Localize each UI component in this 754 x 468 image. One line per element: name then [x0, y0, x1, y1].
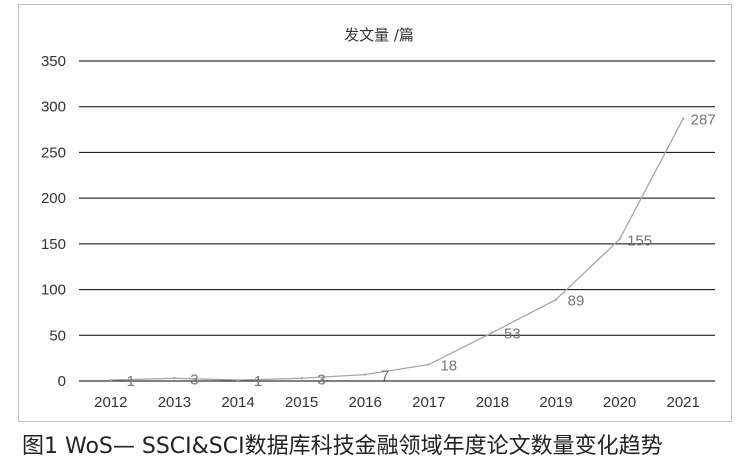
- data-labels: 1 3 1 3 7 18 53 89 155 287: [127, 112, 716, 390]
- chart-frame: 发文量 /篇 0 50 100 150 200 250 300 350 2012 2013 201…: [18, 4, 732, 422]
- y-tick-label: 50: [49, 327, 66, 344]
- data-label: 53: [504, 326, 521, 343]
- data-point: [109, 378, 113, 382]
- x-tick-label: 2017: [412, 394, 445, 411]
- x-tick-label: 2021: [667, 394, 700, 411]
- x-tick-label: 2012: [94, 394, 127, 411]
- y-tick-label: 0: [58, 373, 66, 390]
- y-tick-label: 150: [41, 236, 66, 253]
- data-label: 1: [127, 373, 135, 390]
- data-point: [236, 378, 240, 382]
- figure-caption: 图1 WoS— SSCI&SCI数据库科技金融领域年度论文数量变化趋势: [22, 434, 663, 459]
- y-tick-label: 300: [41, 99, 66, 116]
- y-tick-labels: 0 50 100 150 200 250 300 350: [41, 53, 66, 390]
- series-line-group: [109, 117, 685, 382]
- data-point: [300, 377, 303, 380]
- x-tick-labels: 2012 2013 2014 2015 2016 2017 2018 2019 2020 2021: [94, 394, 700, 411]
- data-point: [491, 331, 494, 334]
- y-tick-label: 350: [41, 53, 66, 70]
- data-label: 287: [691, 112, 716, 129]
- x-tick-label: 2013: [158, 394, 191, 411]
- x-tick-label: 2020: [603, 394, 636, 411]
- x-tick-label: 2018: [476, 394, 509, 411]
- gridlines: [79, 60, 715, 382]
- data-label: 1: [254, 373, 262, 390]
- x-tick-label: 2015: [285, 394, 318, 411]
- data-point: [618, 238, 621, 241]
- data-label: 7: [381, 368, 389, 385]
- x-tick-label: 2016: [349, 394, 382, 411]
- data-label: 155: [627, 232, 652, 249]
- series-line: [110, 118, 684, 381]
- x-tick-label: 2019: [539, 394, 572, 411]
- data-point: [364, 373, 367, 376]
- x-tick-label: 2014: [221, 394, 254, 411]
- y-tick-label: 250: [41, 144, 66, 161]
- data-label: 89: [568, 293, 585, 310]
- y-axis-title: 发文量 /篇: [344, 26, 414, 44]
- data-point: [173, 377, 176, 380]
- data-point: [682, 117, 685, 120]
- y-tick-label: 100: [41, 282, 66, 299]
- data-point: [554, 298, 558, 301]
- data-point: [427, 363, 430, 366]
- y-tick-label: 200: [41, 190, 66, 207]
- data-label: 3: [317, 371, 325, 388]
- data-label: 3: [190, 371, 198, 388]
- data-label: 18: [440, 358, 457, 375]
